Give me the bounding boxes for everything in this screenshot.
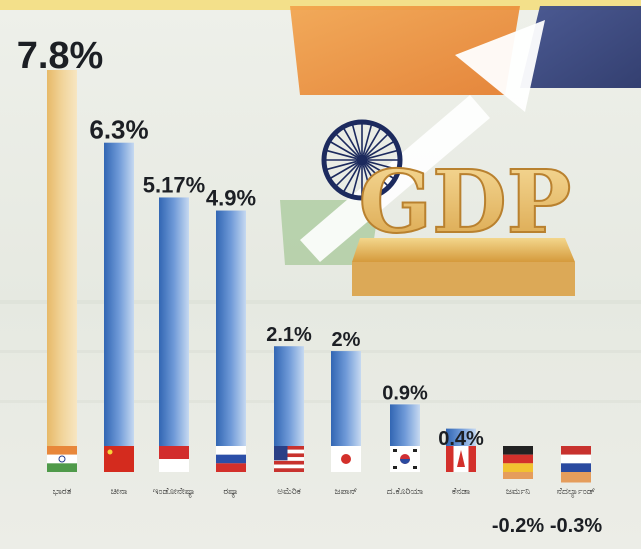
bar-6 (390, 404, 420, 448)
category-label-7: ಕೆನಡಾ (452, 487, 470, 497)
category-label-0: ಭಾರತ (53, 487, 72, 497)
category-label-5: ಜಪಾನ್ (335, 487, 358, 497)
category-label-2: ಇಂಡೋನೇಷ್ಯಾ (153, 487, 196, 498)
india-flag-icon (47, 446, 77, 472)
bar-3 (216, 210, 246, 448)
bar-0 (47, 70, 77, 448)
gdp-headline-art: GDP (359, 152, 572, 253)
value-label-1: 6.3% (89, 115, 148, 145)
category-label-1: ಚೀನಾ (111, 487, 128, 497)
value-labels-layer: 7.8% 6.3% 5.17%4.9% 2.1% 2% 0.9% 0.4% -0.2% -0.3… (17, 35, 603, 537)
indonesia-flag-icon (159, 446, 189, 472)
netherlands-flag-icon (561, 446, 591, 472)
germany-flag-icon (503, 446, 533, 472)
china-flag-icon (104, 446, 134, 472)
bar-9 (561, 472, 591, 483)
gdp-pedestal-base (352, 262, 575, 296)
navy-banner (520, 6, 641, 88)
ashoka-chakra-icon (321, 119, 403, 201)
value-label-3: 4.9% (206, 186, 256, 211)
background-bands (0, 300, 641, 403)
orange-banner (290, 6, 520, 95)
gdp-illustration: GDP (280, 6, 641, 296)
category-labels-layer: ಭಾರತ ಚೀನಾ ಇಂಡೋನೇಷ್ಯಾ ರಷ್ಯಾ ಅಮೆರಿಕ ಜಪಾನ್ ದ.ಕೊರಿ… (53, 487, 596, 498)
value-label-8: -0.2% (492, 515, 544, 537)
canada-flag-icon (446, 446, 476, 472)
top-edge-strip (0, 0, 641, 10)
bar-1 (104, 142, 134, 448)
value-label-5: 2% (332, 329, 361, 351)
category-label-8: ಜರ್ಮನಿ (506, 487, 530, 497)
usa-flag-icon (274, 446, 304, 472)
value-label-4: 2.1% (266, 324, 312, 346)
gdp-pedestal (352, 238, 575, 262)
value-label-9: -0.3% (550, 515, 602, 537)
bar-4 (274, 346, 304, 448)
bar-7 (446, 428, 476, 448)
value-label-6: 0.9% (382, 382, 428, 404)
value-label-0: 7.8% (17, 35, 104, 77)
bar-2 (159, 197, 189, 448)
value-label-2: 5.17% (143, 172, 205, 197)
south-korea-flag-icon (390, 446, 420, 472)
category-label-4: ಅಮೆರಿಕ (277, 487, 301, 497)
flags-layer (47, 446, 591, 472)
bars-layer (47, 70, 591, 483)
value-label-7: 0.4% (438, 428, 484, 450)
category-label-9: ನೆದರ್ಲ್ಯಾಂಡ್ (557, 487, 596, 498)
russia-flag-icon (216, 446, 246, 472)
bar-5 (331, 351, 361, 448)
category-label-3: ರಷ್ಯಾ (223, 487, 238, 498)
bar-8 (503, 472, 533, 479)
japan-flag-icon (331, 446, 361, 472)
category-label-6: ದ.ಕೊರಿಯಾ (387, 487, 423, 497)
